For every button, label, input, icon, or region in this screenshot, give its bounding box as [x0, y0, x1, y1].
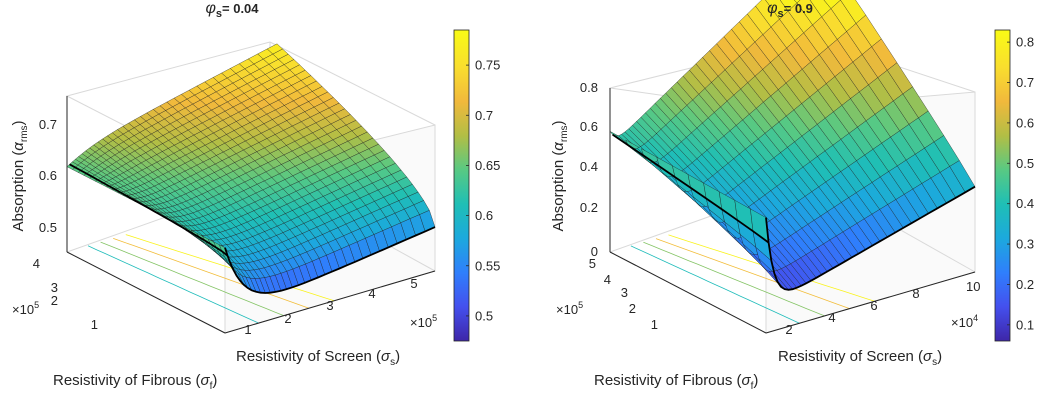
floor-contour-line — [655, 238, 850, 309]
floor-contour-line — [87, 245, 259, 324]
colorbar-tick-label: 0.75 — [475, 58, 500, 73]
colorbar-tick-label: 0.4 — [1016, 196, 1034, 211]
surface-edge-line — [69, 163, 229, 257]
surface-edges-left — [69, 163, 436, 294]
colorbar-tick-label: 0.7 — [475, 108, 493, 123]
x-tick-left: 1 — [244, 322, 251, 337]
floor-contour-line — [125, 234, 335, 302]
z-tick-left: 0.5 — [39, 220, 57, 235]
z-tick-right: 0.2 — [580, 200, 598, 215]
surface-edges-right — [612, 133, 976, 291]
y-tick-left: 3 — [51, 280, 58, 295]
floor-contour-line — [113, 238, 310, 309]
colorbar-tick-label: 0.3 — [1016, 237, 1034, 252]
z-tick-right: 0.4 — [580, 159, 598, 174]
surface-left — [66, 43, 436, 294]
z-axis-label-left: Absorption (αrms) — [10, 120, 30, 231]
x-exponent-left: ×105 — [410, 313, 437, 330]
y-axis-label-right: Resistivity of Fibrous (σf) — [594, 372, 758, 392]
y-tick-left: 1 — [91, 317, 98, 332]
y-exponent-right: ×105 — [556, 300, 583, 317]
x-tick-left: 4 — [368, 286, 375, 301]
y-tick-right: 5 — [589, 256, 596, 271]
colorbar-left — [453, 29, 470, 342]
plot-right: φs= 0.9 0 0.2 0.4 0.6 0.8 5 4 3 2 1 ×105… — [550, 0, 1034, 392]
y-tick-right: 2 — [629, 301, 636, 316]
z-tick-left: 0.7 — [39, 117, 57, 132]
x-axis-label-right: Resistivity of Screen (σs) — [778, 348, 942, 368]
colorbar-tick-label: 0.1 — [1016, 317, 1034, 332]
x-tick-right: 4 — [828, 310, 835, 325]
x-tick-right: 10 — [966, 279, 980, 294]
x-tick-left: 3 — [326, 298, 333, 313]
surface-edge-line — [765, 185, 976, 291]
floor-contour-line — [643, 241, 825, 317]
surface-right — [609, 0, 976, 291]
y-tick-right: 4 — [604, 272, 611, 287]
y-axis-label-left: Resistivity of Fibrous (σf) — [53, 372, 217, 392]
colorbar-tick-label: 0.55 — [475, 258, 500, 273]
z-tick-right: 0 — [591, 244, 598, 259]
z-tick-right: 0.6 — [580, 119, 598, 134]
y-exponent-left: ×105 — [12, 300, 39, 317]
x-tick-right: 8 — [912, 286, 919, 301]
colorbar-tick-label: 0.6 — [475, 208, 493, 223]
colorbar-right — [994, 29, 1011, 342]
y-tick-left: 2 — [51, 293, 58, 308]
x-tick-right: 6 — [870, 298, 877, 313]
title-left: φs= 0.04 — [205, 0, 259, 20]
colorbar-ticks-right: 0.1 0.2 0.3 0.4 0.5 0.6 0.7 0.8 — [1007, 35, 1034, 332]
y-tick-right: 3 — [621, 285, 628, 300]
colorbar-tick-label: 0.8 — [1016, 35, 1034, 50]
colorbar-tick-label: 0.65 — [475, 158, 500, 173]
axis-lines-right — [609, 88, 976, 334]
surface-patch — [793, 0, 801, 4]
x-tick-left: 5 — [410, 276, 417, 291]
surface-edge-line — [612, 133, 770, 244]
z-tick-left: 0.6 — [39, 168, 57, 183]
x-axis-label-left: Resistivity of Screen (σs) — [236, 348, 400, 368]
colorbar-tick-label: 0.6 — [1016, 115, 1034, 130]
colorbar-tick-label: 0.7 — [1016, 75, 1034, 90]
floor-contour-line — [100, 241, 284, 316]
title-right: φs= 0.9 — [767, 0, 813, 20]
colorbar-ticks-left: 0.5 0.55 0.6 0.65 0.7 0.75 — [466, 58, 500, 323]
y-tick-left: 4 — [33, 256, 40, 271]
colorbar-tick-label: 0.2 — [1016, 277, 1034, 292]
x-exponent-right: ×104 — [951, 313, 978, 330]
x-tick-left: 2 — [284, 311, 291, 326]
floor-contours-left — [87, 234, 335, 324]
axis-lines-left — [66, 96, 436, 334]
plot-left: φs= 0.04 0.5 0.6 0.7 4 3 2 1 ×105 1 2 3 … — [10, 0, 500, 392]
z-axis-label-right: Absorption (αrms) — [550, 120, 570, 231]
floor-contour-line — [630, 245, 800, 324]
colorbar-tick-label: 0.5 — [1016, 156, 1034, 171]
colorbar-tick-label: 0.5 — [475, 308, 493, 323]
surface-edge-line — [224, 226, 436, 294]
x-tick-right: 2 — [785, 322, 792, 337]
y-tick-right: 1 — [651, 317, 658, 332]
z-tick-right: 0.8 — [580, 80, 598, 95]
